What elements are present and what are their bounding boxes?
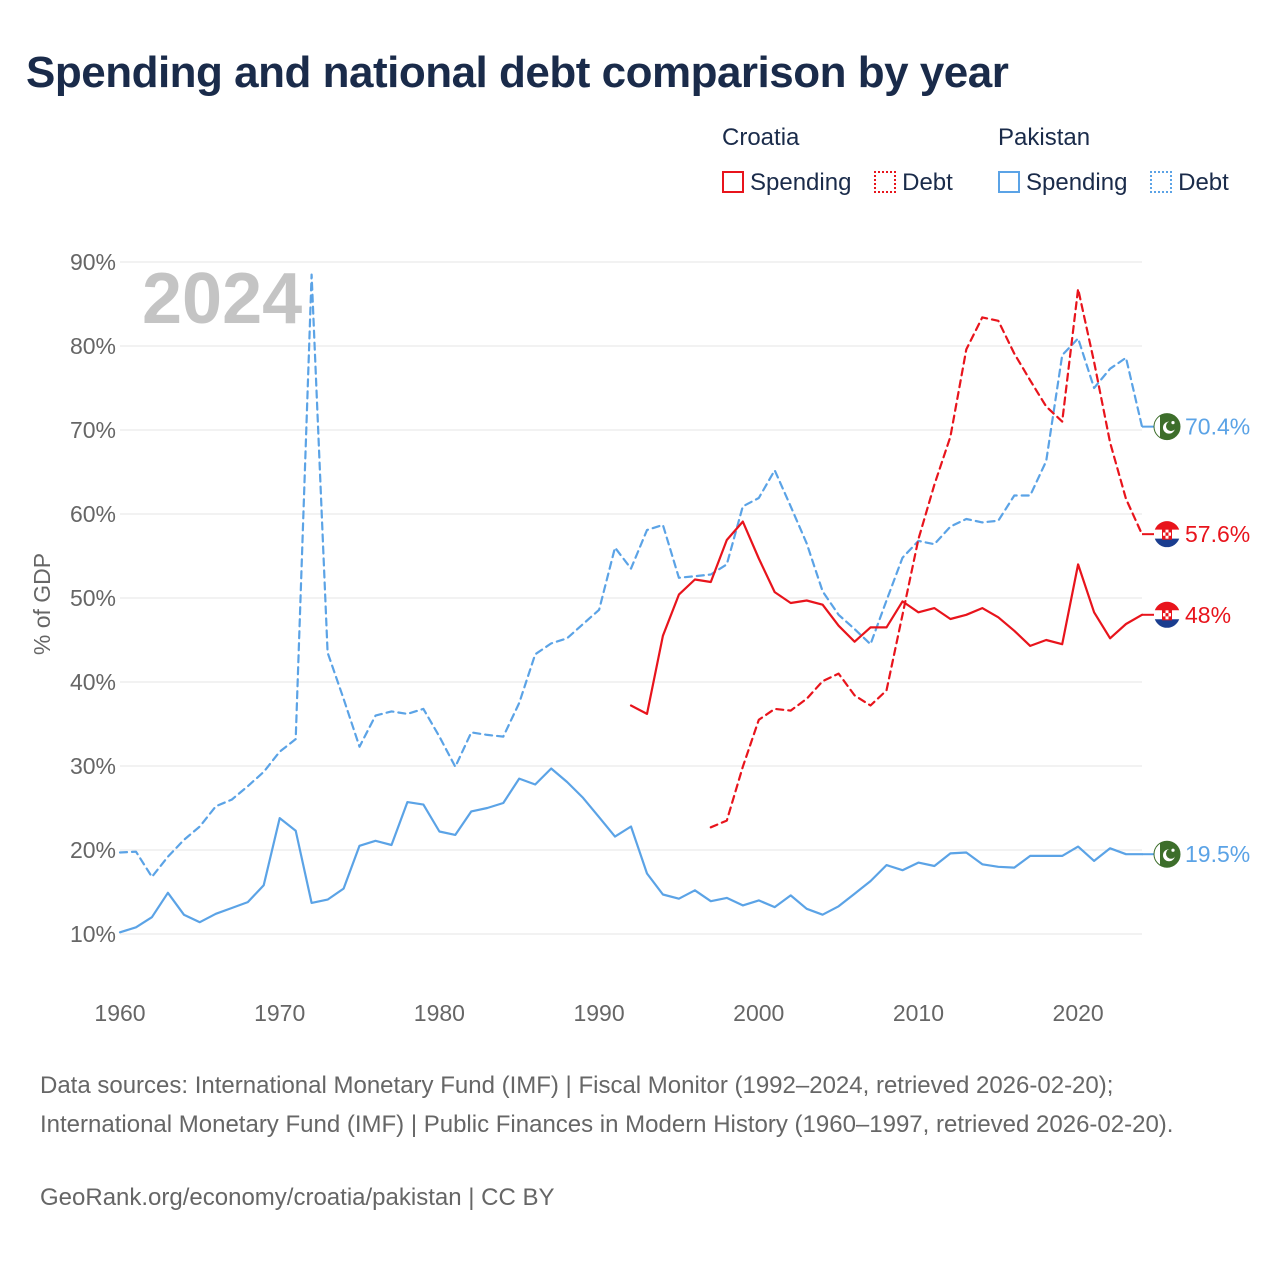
y-tick-label: 40% <box>70 669 116 695</box>
y-axis-label: % of GDP <box>29 553 55 655</box>
end-value-label: 70.4% <box>1185 414 1250 440</box>
legend-pakistan-spending[interactable]: Spending <box>998 169 1127 197</box>
y-tick-label: 30% <box>70 753 116 779</box>
end-marker-layer: 70.4% 19.5% 57.6% 48% <box>1142 413 1250 868</box>
legend-country-croatia: Croatia <box>722 124 800 151</box>
legend-label: Debt <box>1178 168 1229 196</box>
legend-group-croatia: Croatia Spending Debt <box>722 124 969 197</box>
legend-swatch-dotted-icon <box>1150 170 1173 193</box>
y-tick-label: 20% <box>70 837 116 863</box>
x-tick-label: 1970 <box>254 1000 305 1026</box>
end-value-label: 57.6% <box>1185 521 1250 547</box>
pakistan-flag-icon <box>1153 840 1181 868</box>
series-line-pakistan-debt[interactable] <box>118 273 1144 879</box>
legend-swatch-solid-icon <box>722 170 744 193</box>
legend-label: Spending <box>750 168 852 196</box>
y-tick-label: 60% <box>70 501 116 527</box>
legend-label: Spending <box>1026 168 1128 196</box>
x-tick-label: 2010 <box>893 1000 944 1026</box>
page-title: Spending and national debt comparison by… <box>26 48 1009 97</box>
y-tick-label: 90% <box>70 249 116 275</box>
croatia-flag-icon <box>1154 521 1180 548</box>
legend-label: Debt <box>902 168 953 196</box>
year-watermark: 2024 <box>142 259 302 339</box>
credit-link[interactable]: GeoRank.org/economy/croatia/pakistan | C… <box>40 1184 555 1211</box>
legend-pakistan-debt[interactable]: Debt <box>1150 169 1229 197</box>
y-tick-label: 10% <box>70 921 116 947</box>
x-tick-label: 1960 <box>94 1000 145 1026</box>
legend-country-pakistan: Pakistan <box>998 124 1091 151</box>
end-value-label: 48% <box>1185 602 1231 628</box>
series-layer <box>118 273 1144 934</box>
line-chart: 10% 20% 30% 40% 50% 60% 70% 80% 90% 1960 1970 1980 1… <box>29 249 1250 1026</box>
y-tick-label: 70% <box>70 417 116 443</box>
legend-swatch-dotted-icon <box>874 170 897 193</box>
pakistan-flag-icon <box>1153 413 1181 441</box>
data-sources: Data sources: International Monetary Fun… <box>40 1072 1174 1138</box>
legend-croatia-debt[interactable]: Debt <box>874 169 953 197</box>
series-line-pakistan-spending[interactable] <box>118 767 1144 934</box>
legend-swatch-solid-icon <box>998 170 1020 193</box>
x-tick-label: 1980 <box>414 1000 465 1026</box>
end-value-label: 19.5% <box>1185 841 1250 867</box>
croatia-flag-icon <box>1154 601 1180 628</box>
x-tick-label: 2000 <box>733 1000 784 1026</box>
x-tick-label: 1990 <box>573 1000 624 1026</box>
x-tick-label: 2020 <box>1053 1000 1104 1026</box>
grid-layer <box>120 261 1142 935</box>
y-tick-label: 80% <box>70 333 116 359</box>
series-line-croatia-spending[interactable] <box>629 520 1144 716</box>
legend-group-pakistan: Pakistan Spending Debt <box>998 124 1229 197</box>
legend-croatia-spending[interactable]: Spending <box>722 169 851 197</box>
axis-layer: 10% 20% 30% 40% 50% 60% 70% 80% 90% 1960 1970 1980 1… <box>70 249 1104 1026</box>
y-tick-label: 50% <box>70 585 116 611</box>
series-line-croatia-debt[interactable] <box>709 287 1144 829</box>
